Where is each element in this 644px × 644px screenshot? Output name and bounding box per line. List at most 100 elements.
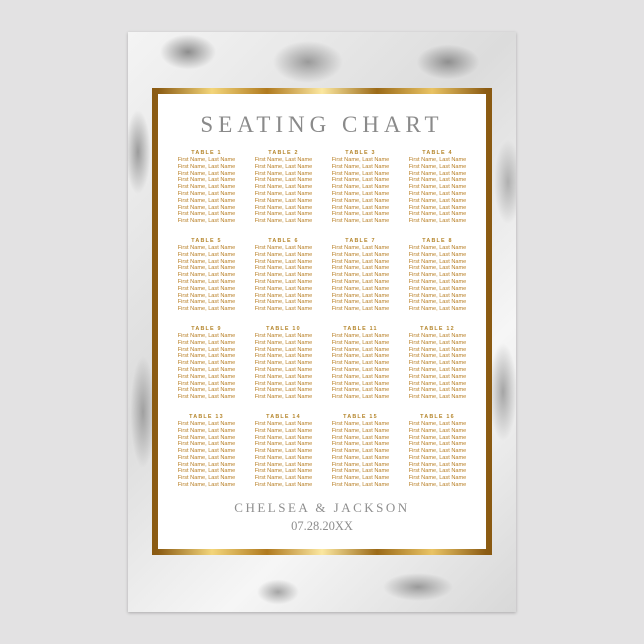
guest-name: First Name, Last Name [254, 211, 313, 218]
guest-name: First Name, Last Name [177, 461, 236, 468]
table-block: TABLE 5 First Name, Last Name First Name, … [168, 238, 245, 313]
table-label: TABLE 9 [191, 325, 222, 332]
guest-name: First Name, Last Name [254, 265, 313, 272]
table-block: TABLE 3 First Name, Last Name First Name, … [322, 150, 399, 225]
guest-name: First Name, Last Name [177, 157, 236, 163]
guest-name: First Name, Last Name [408, 346, 467, 353]
guest-name: First Name, Last Name [331, 448, 390, 455]
guest-name: First Name, Last Name [177, 434, 236, 441]
guest-name: First Name, Last Name [408, 475, 467, 482]
table-block: TABLE 6 First Name, Last Name First Name, … [245, 238, 322, 313]
guest-name: First Name, Last Name [331, 441, 390, 448]
guest-name: First Name, Last Name [177, 292, 236, 299]
guest-name: First Name, Last Name [331, 299, 390, 306]
guest-name: First Name, Last Name [177, 190, 236, 197]
guest-name: First Name, Last Name [408, 272, 467, 279]
guest-name: First Name, Last Name [177, 441, 236, 448]
guest-name: First Name, Last Name [331, 434, 390, 441]
couple-names: CHELSEA & JACKSON [234, 500, 410, 515]
guest-name: First Name, Last Name [254, 157, 313, 163]
guest-name: First Name, Last Name [331, 420, 390, 427]
guest-name: First Name, Last Name [331, 475, 390, 482]
guest-name: First Name, Last Name [177, 373, 236, 380]
guest-name: First Name, Last Name [408, 190, 467, 197]
table-label: TABLE 14 [266, 413, 301, 420]
guest-name: First Name, Last Name [408, 441, 467, 448]
guest-name: First Name, Last Name [254, 448, 313, 455]
guest-name: First Name, Last Name [254, 197, 313, 204]
guest-name: First Name, Last Name [331, 366, 390, 373]
guest-name: First Name, Last Name [408, 211, 467, 218]
guest-name: First Name, Last Name [254, 353, 313, 360]
guest-name: First Name, Last Name [408, 163, 467, 170]
guest-name: First Name, Last Name [408, 204, 467, 211]
guest-name: First Name, Last Name [408, 420, 467, 427]
guest-name: First Name, Last Name [331, 394, 390, 401]
table-block: TABLE 9 First Name, Last Name First Name, … [168, 326, 245, 401]
guest-name: First Name, Last Name [331, 163, 390, 170]
guest-name: First Name, Last Name [177, 211, 236, 218]
guest-name: First Name, Last Name [254, 170, 313, 177]
guest-name: First Name, Last Name [408, 380, 467, 387]
guest-name: First Name, Last Name [177, 278, 236, 285]
guest-name: First Name, Last Name [408, 157, 467, 163]
table-block: TABLE 13 First Name, Last Name First Name,… [168, 414, 245, 489]
table-label: TABLE 4 [422, 150, 453, 156]
guest-name: First Name, Last Name [331, 157, 390, 163]
guest-name: First Name, Last Name [408, 339, 467, 346]
guest-name: First Name, Last Name [254, 278, 313, 285]
guest-name: First Name, Last Name [408, 332, 467, 339]
table-label: TABLE 12 [420, 325, 455, 332]
table-label: TABLE 5 [191, 237, 222, 244]
guest-name: First Name, Last Name [177, 387, 236, 394]
guest-name: First Name, Last Name [331, 373, 390, 380]
guest-name: First Name, Last Name [254, 468, 313, 475]
guest-name: First Name, Last Name [408, 461, 467, 468]
table-block: TABLE 16 First Name, Last Name First Name,… [399, 414, 476, 489]
guest-name: First Name, Last Name [254, 251, 313, 258]
guest-name: First Name, Last Name [254, 177, 313, 184]
guest-name: First Name, Last Name [408, 265, 467, 272]
guest-name: First Name, Last Name [408, 299, 467, 306]
guest-name: First Name, Last Name [254, 346, 313, 353]
guest-name: First Name, Last Name [254, 218, 313, 225]
guest-name: First Name, Last Name [331, 461, 390, 468]
guest-name: First Name, Last Name [331, 218, 390, 225]
guest-name: First Name, Last Name [254, 285, 313, 292]
guest-name: First Name, Last Name [177, 170, 236, 177]
guest-name: First Name, Last Name [254, 360, 313, 367]
guest-name: First Name, Last Name [331, 454, 390, 461]
seating-chart-poster: SEATING CHART TABLE 1 First Name, Last Na… [128, 32, 516, 612]
table-block: TABLE 15 First Name, Last Name First Name,… [322, 414, 399, 489]
table-block: TABLE 12 First Name, Last Name First Name,… [399, 326, 476, 401]
guest-name: First Name, Last Name [254, 244, 313, 251]
guest-name: First Name, Last Name [408, 468, 467, 475]
guest-name: First Name, Last Name [331, 482, 390, 489]
guest-name: First Name, Last Name [408, 454, 467, 461]
guest-name: First Name, Last Name [408, 353, 467, 360]
table-label: TABLE 10 [266, 325, 301, 332]
guest-name: First Name, Last Name [408, 306, 467, 313]
guest-name: First Name, Last Name [331, 170, 390, 177]
guest-name: First Name, Last Name [177, 306, 236, 313]
table-label: TABLE 3 [345, 150, 376, 156]
guest-name: First Name, Last Name [408, 170, 467, 177]
guest-name: First Name, Last Name [331, 184, 390, 191]
guest-name: First Name, Last Name [331, 285, 390, 292]
guest-name: First Name, Last Name [254, 272, 313, 279]
guest-name: First Name, Last Name [177, 163, 236, 170]
guest-name: First Name, Last Name [331, 177, 390, 184]
guest-name: First Name, Last Name [331, 278, 390, 285]
guest-name: First Name, Last Name [177, 448, 236, 455]
guest-name: First Name, Last Name [254, 204, 313, 211]
guest-name: First Name, Last Name [254, 482, 313, 489]
guest-name: First Name, Last Name [331, 380, 390, 387]
guest-name: First Name, Last Name [177, 272, 236, 279]
guest-name: First Name, Last Name [254, 380, 313, 387]
table-label: TABLE 6 [268, 237, 299, 244]
table-block: TABLE 8 First Name, Last Name First Name, … [399, 238, 476, 313]
table-block: TABLE 1 First Name, Last Name First Name, … [168, 150, 245, 225]
guest-name: First Name, Last Name [331, 360, 390, 367]
table-block: TABLE 4 First Name, Last Name First Name, … [399, 150, 476, 225]
guest-name: First Name, Last Name [254, 427, 313, 434]
